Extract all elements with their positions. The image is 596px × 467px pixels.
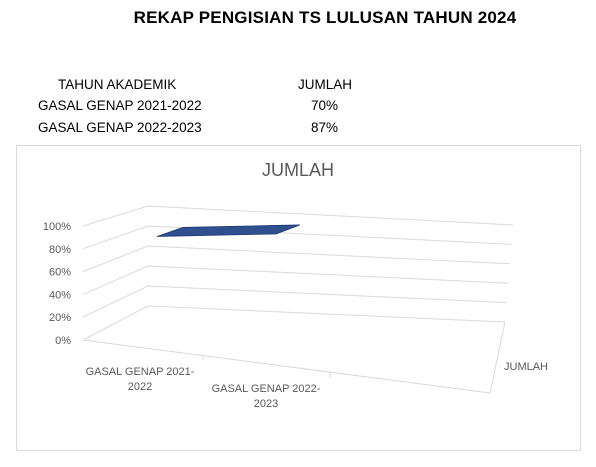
table-header-tahun: TAHUN AKADEMIK [58, 77, 177, 92]
chart-area [16, 145, 581, 451]
x-axis-line [82, 339, 491, 394]
y-tick-label: 0% [55, 335, 71, 347]
gridline [82, 225, 512, 250]
table-row-1-value: 70% [311, 98, 339, 113]
gridline [82, 245, 510, 273]
table-row-2-value: 87% [311, 120, 339, 135]
y-tick-label: 100% [43, 221, 71, 233]
y-tick-label: 60% [49, 267, 71, 279]
gridline [82, 205, 514, 227]
gridline [82, 285, 507, 318]
page-title: REKAP PENGISIAN TS LULUSAN TAHUN 2024 [133, 8, 517, 27]
depth-axis-line [489, 321, 506, 394]
gridline [82, 265, 509, 295]
y-tick-label: 80% [49, 244, 71, 256]
table-row-1-label: GASAL GENAP 2021-2022 [38, 98, 202, 113]
table-header-jumlah: JUMLAH [298, 77, 353, 92]
x-tick-label: GASAL GENAP 2021-2022 [86, 366, 195, 393]
chart-title: JUMLAH [262, 160, 334, 180]
series-axis-label: JUMLAH [504, 361, 548, 373]
x-tick-label: GASAL GENAP 2022-2023 [212, 383, 321, 410]
y-tick-label: 20% [49, 312, 71, 324]
gridline [82, 305, 506, 341]
y-tick-label: 40% [49, 289, 71, 301]
table-row-2-label: GASAL GENAP 2022-2023 [38, 120, 202, 135]
area-series-jumlah [156, 224, 301, 237]
